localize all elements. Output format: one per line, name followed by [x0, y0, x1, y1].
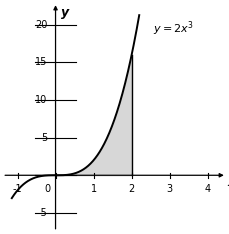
- Text: x: x: [227, 176, 229, 189]
- Text: 1: 1: [90, 184, 97, 194]
- Text: 5: 5: [41, 133, 47, 143]
- Text: 15: 15: [35, 58, 47, 67]
- Text: 3: 3: [166, 184, 173, 194]
- Text: 0: 0: [45, 184, 51, 194]
- Text: $y = 2x^3$: $y = 2x^3$: [153, 19, 194, 38]
- Text: -1: -1: [13, 184, 22, 194]
- Text: 10: 10: [35, 95, 47, 105]
- Text: y: y: [61, 6, 69, 19]
- Text: -5: -5: [37, 208, 47, 218]
- Text: 20: 20: [35, 20, 47, 30]
- Text: 2: 2: [128, 184, 135, 194]
- Text: 4: 4: [205, 184, 211, 194]
